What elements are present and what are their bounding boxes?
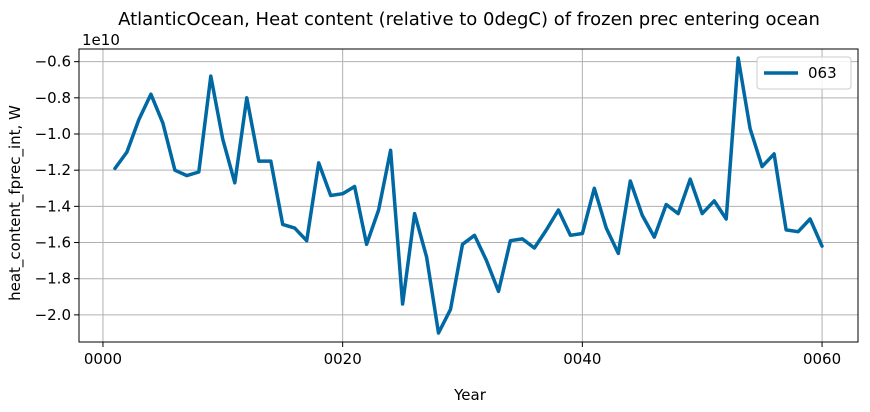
y-tick-label: −1.6 [35,234,71,252]
y-tick-label: −0.6 [35,53,71,71]
plot-frame [78,48,859,343]
legend: 063 [756,56,852,90]
y-tick-label: −1.2 [35,161,71,179]
x-tick-label: 0020 [324,350,362,368]
y-axis-ticks: −2.0 −1.8 −1.6 −1.4 −1.2 −1.0 −0.8 −0.6 [35,53,79,324]
legend-label: 063 [808,64,837,82]
series-line-063 [113,56,824,335]
x-axis-label: Year [453,386,487,404]
y-tick-label: −2.0 [35,306,71,324]
y-axis-offset-label: 1e10 [82,31,120,49]
legend-box [756,56,852,90]
x-tick-label: 0060 [803,350,841,368]
y-tick-label: −1.4 [35,197,71,215]
y-tick-label: −0.8 [35,89,71,107]
y-axis-label: heat_content_fprec_int, W [6,105,25,301]
x-axis-ticks: 0000 0020 0040 0060 [84,342,841,368]
x-tick-label: 0040 [563,350,601,368]
grid-lines [79,49,858,342]
y-tick-label: −1.8 [35,270,71,288]
y-tick-label: −1.0 [35,125,71,143]
x-tick-label: 0000 [84,350,122,368]
series-lines [113,56,824,335]
chart-title: AtlanticOcean, Heat content (relative to… [118,9,820,30]
